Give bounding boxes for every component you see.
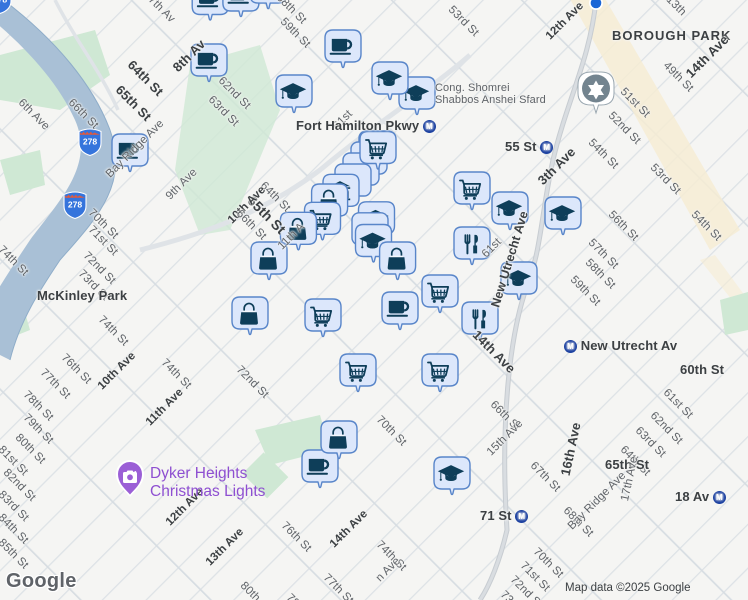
svg-text:278: 278 [0, 0, 7, 5]
